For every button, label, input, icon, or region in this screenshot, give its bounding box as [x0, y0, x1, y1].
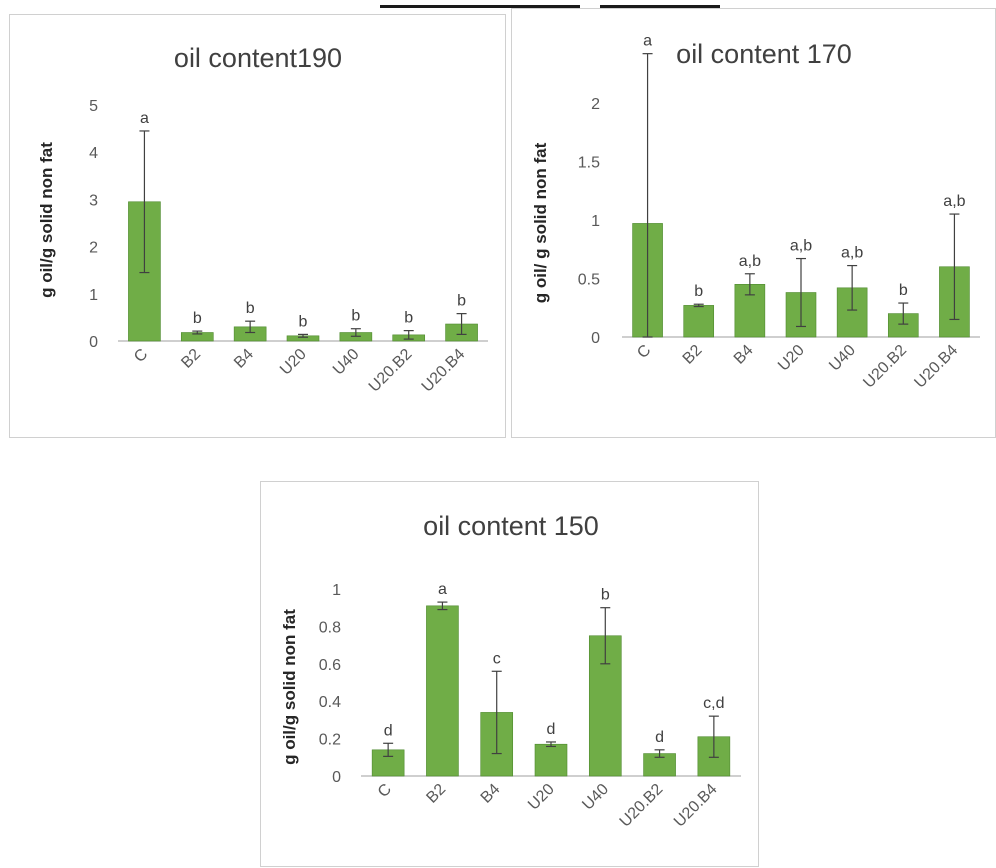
- significance-label-B4: b: [246, 300, 255, 317]
- y-tick-label: 0.4: [319, 694, 341, 711]
- y-tick-label: 0.6: [319, 657, 341, 674]
- category-label-B2: B2: [680, 342, 706, 368]
- significance-label-U20.B4: c,d: [703, 695, 724, 712]
- chart-svg-190: oil content190 g oil/g solid non fat 0 1 2 3 4…: [37, 43, 488, 396]
- chart-svg-150: oil content 150 g oil/g solid non fat 0 0.2…: [280, 511, 741, 831]
- category-label-U20: U20: [277, 346, 310, 379]
- category-label-U20.B4: U20.B4: [419, 346, 469, 396]
- y-tick-label: 2: [591, 96, 600, 113]
- category-label-U20.B2: U20.B2: [617, 781, 667, 831]
- significance-label-B4: a,b: [739, 253, 761, 270]
- bar-U20: [534, 743, 568, 777]
- significance-label-C: a: [140, 110, 149, 127]
- category-label-U20.B4: U20.B4: [911, 342, 961, 392]
- y-tick-label: 1: [89, 287, 98, 304]
- category-label-U20.B4: U20.B4: [671, 781, 721, 831]
- significance-label-C: d: [384, 722, 393, 739]
- category-label-U40: U40: [826, 342, 859, 375]
- y-tick-label: 0: [332, 769, 341, 786]
- significance-label-B2: b: [193, 310, 202, 327]
- significance-label-C: a: [643, 33, 652, 50]
- y-axis-label: g oil/g solid non fat: [37, 142, 56, 298]
- significance-label-U20: d: [547, 721, 556, 738]
- category-label-U20: U20: [775, 342, 808, 375]
- cropped-header-strip: [0, 0, 996, 8]
- category-label-C: C: [634, 342, 654, 362]
- category-label-U40: U40: [579, 781, 612, 814]
- chart-panel-oil-content-190: oil content190 g oil/g solid non fat 0 1 2 3 4…: [9, 14, 506, 438]
- category-label-C: C: [131, 346, 151, 366]
- chart-svg-170: oil content 170 g oil/ g solid non fat 0 0.…: [531, 33, 980, 392]
- category-label-B2: B2: [423, 781, 449, 807]
- significance-label-U20.B2: b: [899, 282, 908, 299]
- category-label-C: C: [375, 781, 395, 801]
- chart-panel-oil-content-150: oil content 150 g oil/g solid non fat 0 0.2…: [260, 481, 759, 867]
- category-label-U20: U20: [525, 781, 558, 814]
- category-label-B2: B2: [178, 346, 204, 372]
- significance-label-U20.B2: b: [404, 310, 413, 327]
- y-tick-label: 0.2: [319, 732, 341, 749]
- category-label-B4: B4: [731, 342, 757, 368]
- y-tick-label: 0: [591, 330, 600, 347]
- significance-label-B4: c: [493, 650, 501, 667]
- y-tick-label: 3: [89, 192, 98, 209]
- y-tick-label: 1: [591, 213, 600, 230]
- y-tick-label: 0.5: [578, 271, 600, 288]
- chart-title: oil content 150: [423, 511, 599, 541]
- bar-B2: [426, 605, 459, 777]
- category-label-U40: U40: [330, 346, 363, 379]
- category-label-B4: B4: [231, 346, 257, 372]
- category-label-U20.B2: U20.B2: [366, 346, 416, 396]
- category-label-U20.B2: U20.B2: [860, 342, 910, 392]
- category-label-B4: B4: [478, 781, 504, 807]
- significance-label-U20: a,b: [790, 238, 812, 255]
- y-tick-label: 5: [89, 98, 98, 115]
- y-axis-label: g oil/g solid non fat: [280, 609, 299, 765]
- chart-title: oil content 170: [676, 39, 852, 69]
- significance-label-U40: a,b: [841, 245, 863, 262]
- significance-label-U40: b: [351, 308, 360, 325]
- y-tick-label: 0.8: [319, 619, 341, 636]
- y-axis-label: g oil/ g solid non fat: [531, 142, 550, 303]
- significance-label-U20: b: [299, 313, 308, 330]
- significance-label-U20.B4: b: [457, 293, 466, 310]
- y-tick-label: 0: [89, 334, 98, 351]
- y-tick-label: 1.5: [578, 154, 600, 171]
- bar-B2: [683, 305, 715, 338]
- chart-title: oil content190: [174, 43, 342, 73]
- significance-label-B2: a: [438, 581, 447, 598]
- significance-label-U20.B4: a,b: [943, 193, 965, 210]
- y-tick-label: 2: [89, 240, 98, 257]
- significance-label-B2: b: [694, 283, 703, 300]
- significance-label-U20.B2: d: [655, 729, 664, 746]
- y-tick-label: 4: [89, 145, 98, 162]
- chart-panel-oil-content-170: oil content 170 g oil/ g solid non fat 0 0.…: [511, 8, 996, 438]
- significance-label-U40: b: [601, 587, 610, 604]
- y-tick-label: 1: [332, 582, 341, 599]
